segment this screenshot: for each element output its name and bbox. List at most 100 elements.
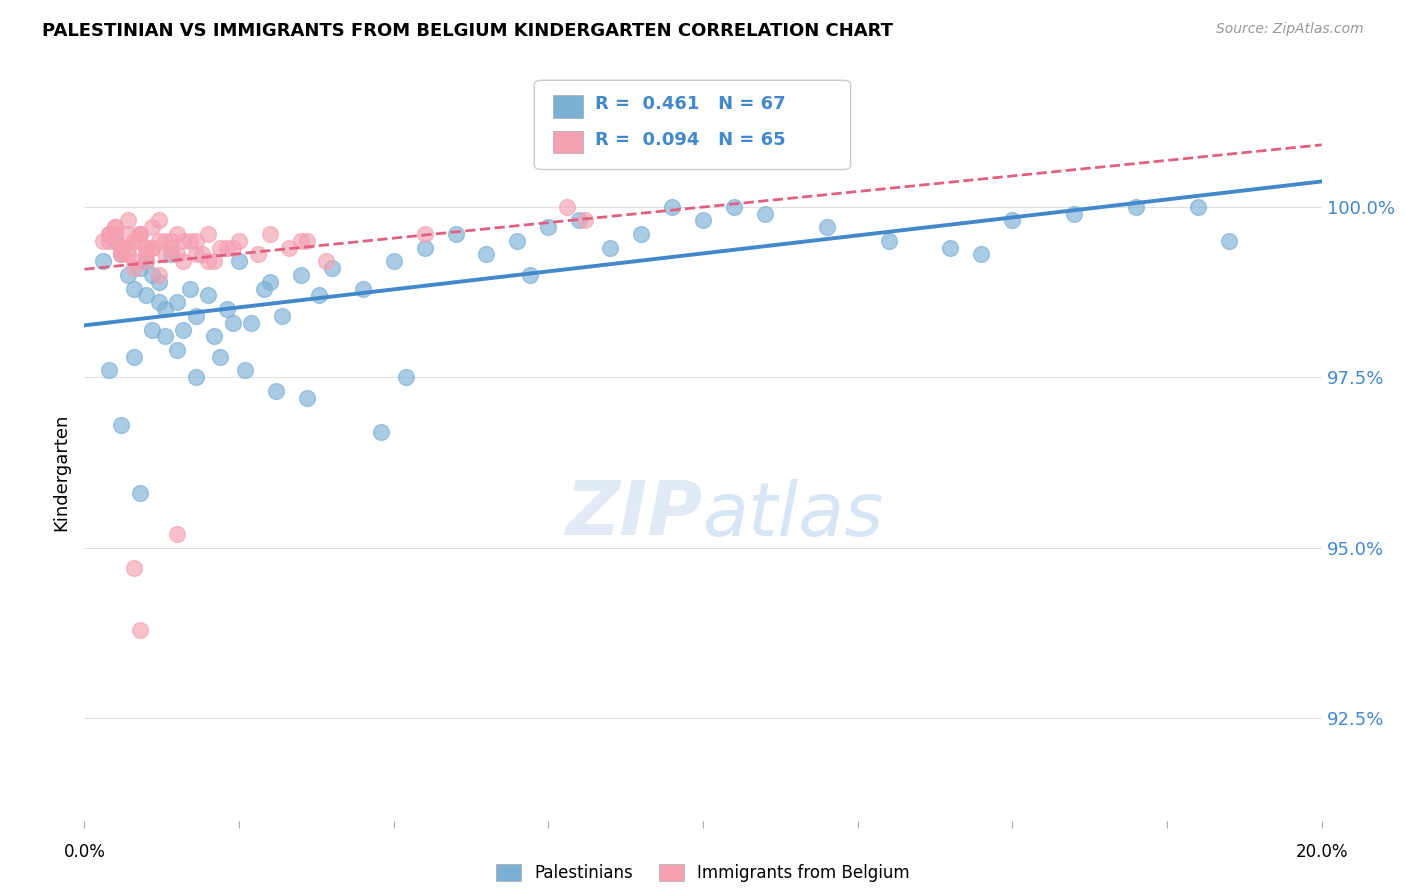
Point <box>475 247 498 261</box>
Point <box>117 213 139 227</box>
Point <box>110 417 132 432</box>
Point <box>104 220 127 235</box>
Point <box>122 561 145 575</box>
Point <box>222 241 245 255</box>
Text: atlas: atlas <box>703 478 884 550</box>
Point <box>110 247 132 261</box>
Point <box>568 213 591 227</box>
Point <box>197 288 219 302</box>
Point <box>537 220 560 235</box>
Point <box>129 227 152 241</box>
Point <box>104 220 127 235</box>
Point <box>129 623 152 637</box>
Point <box>166 247 188 261</box>
Point <box>98 363 121 377</box>
Point <box>315 254 337 268</box>
Point <box>141 241 163 255</box>
Point <box>506 234 529 248</box>
Point <box>815 220 838 235</box>
Point <box>939 241 962 255</box>
Point <box>122 350 145 364</box>
Point <box>295 391 318 405</box>
Point <box>110 241 132 255</box>
Point <box>179 282 201 296</box>
Point <box>290 268 312 282</box>
Point <box>197 227 219 241</box>
Point <box>98 227 121 241</box>
Point <box>264 384 287 398</box>
Point <box>135 241 157 255</box>
Point <box>117 241 139 255</box>
Point <box>723 200 745 214</box>
Point <box>98 234 121 248</box>
Point <box>295 234 318 248</box>
Point <box>197 254 219 268</box>
Point <box>110 241 132 255</box>
Point <box>122 254 145 268</box>
Point <box>153 329 176 343</box>
Y-axis label: Kindergarten: Kindergarten <box>52 414 70 532</box>
Point <box>160 247 183 261</box>
Point <box>555 200 578 214</box>
Point <box>290 234 312 248</box>
Point <box>135 288 157 302</box>
Point <box>259 227 281 241</box>
Point <box>172 254 194 268</box>
Point <box>104 234 127 248</box>
Point <box>692 213 714 227</box>
Point <box>202 254 225 268</box>
Text: R =  0.461   N = 67: R = 0.461 N = 67 <box>595 95 786 113</box>
Point <box>166 343 188 357</box>
Point <box>122 282 145 296</box>
Point <box>122 234 145 248</box>
Point <box>271 309 294 323</box>
Point <box>209 241 232 255</box>
Point <box>141 220 163 235</box>
Point <box>444 227 467 241</box>
Point <box>148 295 170 310</box>
Point <box>1001 213 1024 227</box>
Point <box>148 234 170 248</box>
Point <box>129 227 152 241</box>
Point <box>1125 200 1147 214</box>
Point <box>98 227 121 241</box>
Point <box>277 241 299 255</box>
Point <box>166 227 188 241</box>
Point <box>110 247 132 261</box>
Point <box>179 234 201 248</box>
Text: R =  0.094   N = 65: R = 0.094 N = 65 <box>595 131 786 149</box>
Point <box>184 247 207 261</box>
Text: 20.0%: 20.0% <box>1295 843 1348 861</box>
Point <box>630 227 652 241</box>
Point <box>253 282 276 296</box>
Point <box>370 425 392 439</box>
Point <box>228 254 250 268</box>
Point <box>395 370 418 384</box>
Point <box>135 241 157 255</box>
Point <box>141 241 163 255</box>
Point <box>117 268 139 282</box>
Point <box>160 241 183 255</box>
Point <box>240 316 263 330</box>
Point <box>754 206 776 220</box>
Point <box>172 234 194 248</box>
Point <box>222 316 245 330</box>
Point <box>184 234 207 248</box>
Text: Source: ZipAtlas.com: Source: ZipAtlas.com <box>1216 22 1364 37</box>
Point <box>233 363 256 377</box>
Point <box>153 301 176 316</box>
Point <box>91 234 114 248</box>
Point <box>191 247 214 261</box>
Point <box>413 241 436 255</box>
Point <box>141 322 163 336</box>
Legend: Palestinians, Immigrants from Belgium: Palestinians, Immigrants from Belgium <box>489 857 917 888</box>
Point <box>184 309 207 323</box>
Point <box>148 275 170 289</box>
Point <box>129 486 152 500</box>
Point <box>153 234 176 248</box>
Point <box>246 247 269 261</box>
Point <box>122 234 145 248</box>
Point <box>321 261 343 276</box>
Point <box>215 301 238 316</box>
Point <box>104 234 127 248</box>
